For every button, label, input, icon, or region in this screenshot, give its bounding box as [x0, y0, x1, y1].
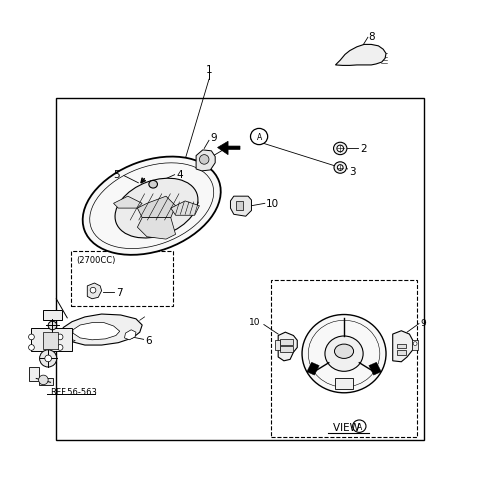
Text: 10: 10: [266, 199, 279, 209]
Ellipse shape: [413, 342, 417, 346]
Polygon shape: [369, 363, 381, 376]
Polygon shape: [230, 197, 252, 217]
Text: 2: 2: [360, 144, 367, 154]
Polygon shape: [393, 331, 413, 362]
Text: 4: 4: [176, 169, 183, 180]
Bar: [280, 347, 293, 352]
Text: 3: 3: [349, 166, 356, 177]
Ellipse shape: [115, 179, 198, 239]
Bar: [412, 341, 418, 350]
Ellipse shape: [334, 143, 347, 155]
Ellipse shape: [302, 315, 386, 393]
Polygon shape: [73, 323, 120, 340]
Polygon shape: [87, 284, 102, 299]
Ellipse shape: [38, 376, 48, 385]
Ellipse shape: [334, 163, 347, 174]
Ellipse shape: [57, 334, 63, 340]
Text: 5: 5: [114, 170, 120, 180]
Text: 6: 6: [145, 335, 152, 346]
Text: VIEW: VIEW: [333, 422, 363, 432]
Text: 10: 10: [249, 317, 260, 326]
Text: 9: 9: [420, 318, 426, 327]
Bar: [71, 252, 173, 306]
Ellipse shape: [335, 345, 354, 359]
Ellipse shape: [90, 287, 96, 293]
Text: A: A: [357, 422, 362, 431]
Polygon shape: [278, 333, 297, 361]
Bar: [276, 341, 280, 350]
Text: 1: 1: [205, 64, 212, 75]
Bar: [336, 378, 353, 390]
Ellipse shape: [251, 129, 268, 145]
Bar: [396, 344, 406, 348]
Text: A: A: [256, 133, 262, 142]
Polygon shape: [171, 201, 199, 216]
Ellipse shape: [45, 355, 51, 362]
Polygon shape: [307, 363, 319, 376]
Bar: [56, 99, 424, 439]
Ellipse shape: [57, 345, 63, 350]
Ellipse shape: [325, 336, 363, 372]
Polygon shape: [217, 142, 240, 155]
Ellipse shape: [149, 181, 157, 189]
Ellipse shape: [83, 157, 221, 256]
Ellipse shape: [29, 345, 34, 350]
Ellipse shape: [337, 146, 344, 152]
Polygon shape: [137, 197, 176, 218]
Text: 9: 9: [210, 132, 217, 142]
Bar: [280, 339, 293, 345]
Polygon shape: [137, 218, 176, 240]
Bar: [271, 280, 417, 437]
Polygon shape: [336, 45, 386, 66]
Ellipse shape: [337, 166, 343, 171]
Bar: [43, 333, 58, 349]
Bar: [32, 329, 72, 351]
Text: (2700CC): (2700CC): [76, 256, 116, 264]
Ellipse shape: [199, 155, 209, 165]
Polygon shape: [114, 197, 142, 209]
Ellipse shape: [48, 321, 57, 330]
Ellipse shape: [353, 420, 366, 433]
Ellipse shape: [39, 350, 57, 367]
Text: 8: 8: [368, 32, 374, 42]
Text: REF.56-563: REF.56-563: [50, 388, 97, 396]
Polygon shape: [61, 315, 142, 346]
Bar: [38, 378, 53, 385]
Polygon shape: [196, 151, 215, 171]
Bar: [236, 201, 243, 210]
Polygon shape: [63, 336, 75, 342]
Polygon shape: [124, 330, 136, 340]
Bar: [29, 367, 38, 381]
Ellipse shape: [29, 334, 34, 340]
Bar: [43, 310, 61, 320]
Bar: [396, 350, 406, 355]
Text: 7: 7: [116, 287, 123, 297]
